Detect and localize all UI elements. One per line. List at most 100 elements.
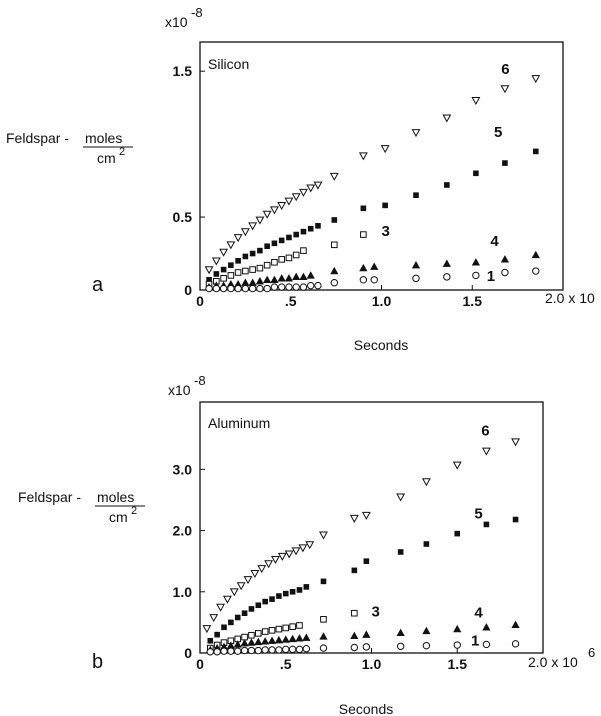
- marker-square-filled: [320, 578, 327, 585]
- marker-triangle-up-filled: [319, 632, 328, 640]
- marker-triangle-up-filled: [288, 634, 297, 643]
- marker-circle-open: [206, 648, 214, 656]
- marker-triangle-down-open: [291, 547, 301, 556]
- panel-label: b: [92, 651, 103, 673]
- marker-triangle-up-filled: [240, 638, 249, 647]
- series-3: 3: [206, 603, 380, 652]
- marker-square-filled: [532, 148, 539, 155]
- marker-triangle-down-open: [396, 493, 406, 502]
- marker-square-filled: [235, 258, 241, 264]
- marker-triangle-down-open: [531, 75, 541, 84]
- marker-triangle-up-filled: [270, 275, 279, 283]
- marker-triangle-up-filled: [292, 272, 301, 281]
- marker-circle-open: [422, 641, 431, 650]
- marker-square-filled: [303, 584, 310, 590]
- marker-circle-open: [205, 284, 213, 293]
- marker-circle-open: [247, 646, 256, 655]
- y-tick-label: 3.0: [173, 461, 193, 477]
- y-tick-label: 2.0: [173, 523, 193, 539]
- marker-square-open: [268, 627, 276, 634]
- series-1: 1: [205, 267, 540, 293]
- marker-square-filled: [397, 549, 404, 555]
- marker-square-filled: [473, 170, 479, 177]
- series-label: 3: [382, 223, 390, 240]
- marker-triangle-up-filled: [330, 266, 339, 275]
- marker-circle-open: [511, 640, 520, 648]
- marker-triangle-up-filled: [281, 635, 290, 643]
- chart-panel-b: Aluminum b 0 1.0 2.0 3.0 0 .5 1.0 1.5 x10-8 2.0 x 1…: [18, 373, 595, 716]
- marker-circle-open: [241, 284, 250, 293]
- marker-triangle-up-filled: [241, 278, 250, 286]
- marker-circle-open: [220, 647, 228, 655]
- y-axis-label-denominator-exponent: 2: [119, 146, 125, 158]
- marker-triangle-up-filled: [302, 633, 311, 641]
- x-axis-label: Seconds: [354, 337, 408, 353]
- marker-circle-open: [443, 273, 451, 281]
- marker-triangle-down-open: [240, 228, 250, 237]
- marker-triangle-down-open: [284, 197, 294, 206]
- marker-triangle-up-filled: [362, 630, 371, 638]
- marker-square-open: [285, 254, 293, 262]
- marker-square-filled: [221, 624, 227, 631]
- marker-circle-open: [261, 646, 269, 654]
- marker-square-filled: [249, 250, 256, 257]
- chart-title: Aluminum: [208, 415, 270, 431]
- marker-triangle-up-filled: [267, 636, 277, 644]
- marker-square-filled: [360, 205, 367, 212]
- marker-triangle-up-filled: [422, 626, 431, 635]
- marker-circle-open: [227, 284, 235, 293]
- marker-circle-open: [263, 284, 271, 293]
- marker-square-filled: [315, 223, 321, 229]
- marker-circle-open: [362, 643, 371, 651]
- marker-triangle-down-open: [442, 114, 452, 123]
- marker-triangle-down-open: [284, 550, 294, 559]
- marker-triangle-up-filled: [295, 634, 304, 642]
- marker-square-filled: [307, 225, 314, 232]
- x-tick-label: 0: [196, 293, 204, 309]
- marker-circle-open: [277, 283, 286, 291]
- marker-circle-open: [234, 284, 242, 293]
- marker-circle-open: [270, 283, 279, 291]
- marker-circle-open: [256, 284, 264, 293]
- marker-square-filled: [512, 516, 519, 523]
- y-multiplier: x10: [165, 14, 188, 30]
- marker-triangle-up-filled: [254, 637, 263, 646]
- marker-square-filled: [296, 587, 303, 593]
- marker-circle-open: [285, 283, 293, 291]
- y-multiplier-exponent: -8: [191, 5, 203, 20]
- marker-circle-open: [350, 643, 359, 652]
- x-tick-label: .5: [285, 293, 297, 309]
- marker-square-open: [331, 241, 338, 249]
- marker-square-open: [220, 275, 227, 282]
- marker-circle-open: [319, 644, 328, 652]
- marker-square-filled: [454, 530, 461, 537]
- series-label: 6: [481, 423, 489, 440]
- marker-triangle-up-filled: [350, 631, 359, 640]
- marker-triangle-down-open: [211, 257, 221, 266]
- y-axis-label-denominator: cm: [97, 150, 116, 166]
- marker-triangle-up-filled: [370, 262, 379, 270]
- marker-circle-open: [472, 271, 480, 280]
- marker-triangle-up-filled: [482, 623, 491, 631]
- x-tick-label: .5: [280, 656, 292, 672]
- marker-triangle-up-filled: [306, 271, 315, 279]
- marker-square-filled: [206, 276, 212, 283]
- marker-square-open: [296, 622, 303, 629]
- marker-triangle-down-open: [219, 248, 229, 257]
- marker-triangle-down-open: [233, 234, 243, 243]
- marker-circle-open: [212, 284, 221, 293]
- series-1: 1: [206, 633, 520, 656]
- marker-square-filled: [214, 631, 220, 638]
- marker-triangle-up-filled: [248, 278, 257, 286]
- marker-triangle-down-open: [243, 576, 253, 585]
- series-label: 1: [471, 633, 479, 650]
- marker-triangle-down-open: [306, 184, 316, 193]
- marker-square-open: [275, 625, 283, 633]
- marker-triangle-up-filled: [263, 275, 272, 283]
- marker-triangle-down-open: [305, 541, 315, 550]
- x-tick-label: 1.0: [362, 656, 382, 672]
- series-label: 3: [372, 603, 380, 620]
- marker-triangle-down-open: [204, 266, 214, 275]
- marker-triangle-down-open: [255, 216, 265, 225]
